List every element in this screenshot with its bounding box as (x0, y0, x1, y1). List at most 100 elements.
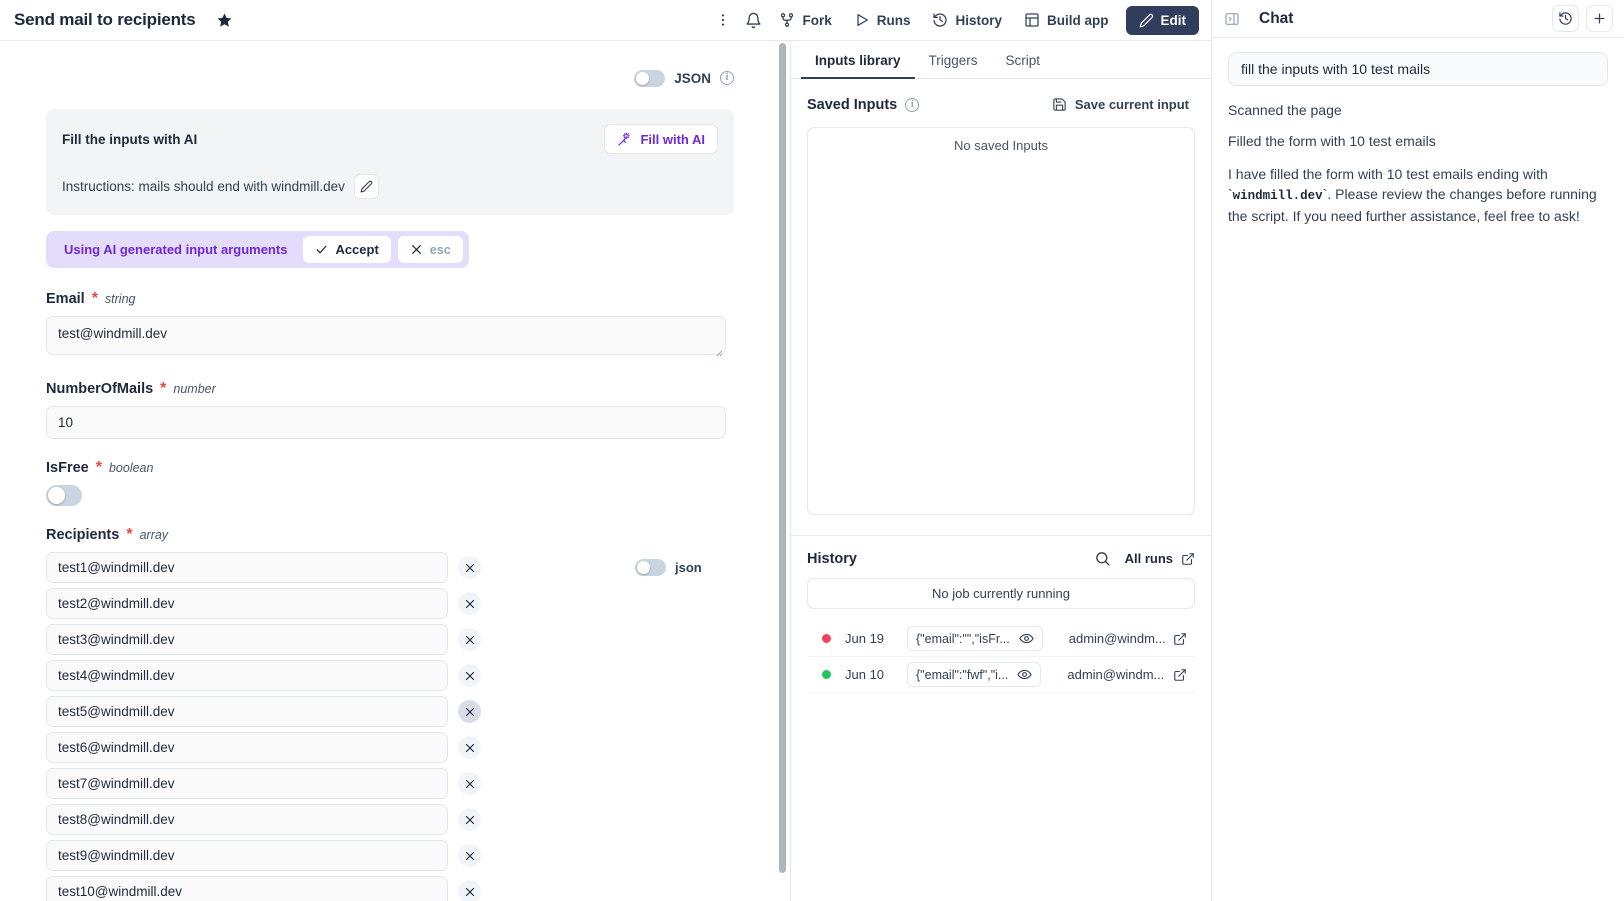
recipient-input-10[interactable] (46, 876, 448, 901)
remove-recipient-2-icon[interactable] (458, 592, 481, 615)
json-toggle-label: JSON (674, 70, 711, 86)
accept-label: Accept (335, 242, 379, 257)
new-chat-plus-icon[interactable] (1586, 5, 1613, 32)
history-header: History All runs (807, 550, 1195, 567)
number-of-mails-input[interactable] (46, 406, 726, 439)
fill-with-ai-card-header: Fill the inputs with AI Fill with AI (62, 124, 718, 154)
fill-with-ai-button[interactable]: Fill with AI (604, 124, 718, 154)
inputs-library-pane: Inputs library Triggers Script Saved Inp… (790, 41, 1211, 901)
field-number-of-mails-label-row: NumberOfMails * number (46, 380, 734, 398)
recipients-json-label: json (675, 560, 702, 575)
remove-recipient-5-icon[interactable] (458, 700, 481, 723)
ai-banner-text: Using AI generated input arguments (64, 242, 288, 257)
recipient-input-9[interactable] (46, 840, 448, 871)
edit-button[interactable]: Edit (1125, 5, 1199, 35)
recipient-input-3[interactable] (46, 624, 448, 655)
x-icon (410, 243, 423, 256)
history-args[interactable]: {"email":"","isFr... (907, 626, 1043, 651)
remove-recipient-8-icon[interactable] (458, 808, 481, 831)
runs-button[interactable]: Runs (843, 6, 922, 34)
reject-ai-args-button[interactable]: esc (397, 236, 463, 263)
recipient-input-7[interactable] (46, 768, 448, 799)
history-date: Jun 19 (845, 631, 885, 646)
edit-instructions-pencil-icon[interactable] (353, 174, 379, 199)
chat-user-message: fill the inputs with 10 test mails (1228, 52, 1608, 86)
remove-recipient-3-icon[interactable] (458, 628, 481, 651)
kebab-menu-icon[interactable] (708, 6, 738, 34)
field-email-label: Email (46, 291, 85, 307)
tab-inputs-library[interactable]: Inputs library (801, 43, 915, 79)
check-icon (315, 243, 328, 256)
remove-recipient-9-icon[interactable] (458, 844, 481, 867)
save-current-input-button[interactable]: Save current input (1046, 93, 1195, 116)
history-open-external-link-icon[interactable] (1169, 664, 1191, 686)
remove-recipient-10-icon[interactable] (458, 880, 481, 901)
field-number-of-mails-required: * (160, 380, 167, 397)
info-icon[interactable]: i (905, 97, 920, 112)
form-pane: JSON i Fill the inputs with AI Fill with… (0, 41, 790, 901)
recipient-input-2[interactable] (46, 588, 448, 619)
field-email-label-row: Email * string (46, 290, 734, 308)
panel-collapse-icon[interactable] (1223, 10, 1241, 28)
recipient-input-4[interactable] (46, 660, 448, 691)
bell-icon[interactable] (738, 6, 768, 34)
accept-ai-args-button[interactable]: Accept (303, 236, 391, 263)
status-dot (822, 634, 831, 643)
history-label: History (955, 12, 1002, 28)
grid-layout-icon (1024, 12, 1040, 28)
chat-step-scanned: Scanned the page (1228, 102, 1342, 118)
recipient-row: json (46, 552, 734, 583)
field-recipients: Recipients * array json (46, 526, 734, 901)
history-title: History (807, 550, 857, 567)
history-args[interactable]: {"email":"fwf","i... (907, 662, 1042, 687)
remove-recipient-1-icon[interactable] (458, 556, 481, 579)
history-open-external-link-icon[interactable] (1169, 628, 1191, 650)
form-scrollbar[interactable] (779, 43, 786, 873)
history-actions: All runs (1094, 550, 1195, 567)
history-clock-icon (932, 12, 948, 28)
recipient-input-1[interactable] (46, 552, 448, 583)
workspace-body: JSON i Fill the inputs with AI Fill with… (0, 41, 1211, 901)
tab-triggers[interactable]: Triggers (928, 52, 978, 68)
eye-icon[interactable] (1017, 667, 1033, 682)
chat-answer-pre: I have filled the form with 10 test emai… (1228, 166, 1548, 182)
is-free-toggle[interactable] (46, 485, 82, 506)
recipients-json-toggle[interactable] (635, 559, 666, 576)
email-input[interactable] (46, 316, 726, 355)
field-is-free-label: IsFree (46, 460, 89, 476)
remove-recipient-6-icon[interactable] (458, 736, 481, 759)
remove-recipient-4-icon[interactable] (458, 664, 481, 687)
all-runs-button[interactable]: All runs (1125, 551, 1195, 566)
tab-script[interactable]: Script (1005, 52, 1041, 68)
field-is-free-type: boolean (108, 461, 154, 475)
chat-header: Chat (1212, 0, 1624, 38)
field-number-of-mails-type: number (173, 382, 216, 396)
history-row[interactable]: Jun 19 {"email":"","isFr... admin@windm... (807, 621, 1195, 657)
fork-button[interactable]: Fork (768, 6, 842, 34)
eye-icon[interactable] (1019, 631, 1034, 646)
star-icon[interactable] (212, 7, 238, 33)
remove-recipient-7-icon[interactable] (458, 772, 481, 795)
build-app-button[interactable]: Build app (1013, 6, 1120, 34)
chat-history-icon[interactable] (1552, 5, 1579, 32)
info-icon[interactable]: i (720, 71, 734, 85)
history-button[interactable]: History (921, 6, 1013, 34)
recipient-row (46, 876, 734, 901)
search-icon[interactable] (1094, 550, 1111, 567)
history-row[interactable]: Jun 10 {"email":"fwf","i... admin@windm... (807, 657, 1195, 693)
runs-label: Runs (876, 12, 911, 28)
chat-pane: Chat fill the inputs with 10 test mails … (1211, 0, 1624, 901)
history-rows: Jun 19 {"email":"","isFr... admin@windm...… (807, 621, 1195, 693)
edit-label: Edit (1160, 12, 1187, 28)
history-date: Jun 10 (845, 667, 885, 682)
recipient-row (46, 768, 734, 799)
recipient-input-5[interactable] (46, 696, 448, 727)
history-args-text: {"email":"fwf","i... (916, 667, 1009, 682)
fork-icon (779, 12, 795, 28)
recipient-input-6[interactable] (46, 732, 448, 763)
json-toggle[interactable] (634, 69, 666, 87)
fill-with-ai-card: Fill the inputs with AI Fill with AI Ins… (46, 109, 734, 215)
recipient-input-8[interactable] (46, 804, 448, 835)
recipient-row (46, 624, 734, 655)
